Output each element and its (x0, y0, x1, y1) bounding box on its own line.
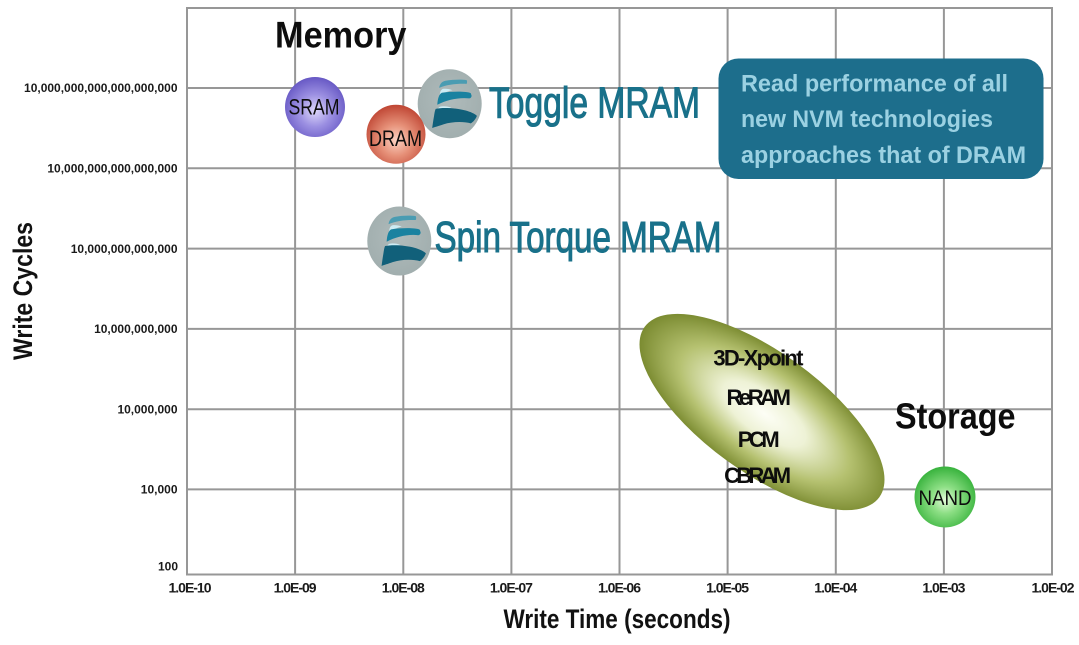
svg-text:1.0E-08: 1.0E-08 (382, 580, 425, 596)
svg-text:1.0E-05: 1.0E-05 (706, 580, 749, 596)
svg-text:DRAM: DRAM (369, 126, 422, 151)
svg-text:SRAM: SRAM (289, 95, 340, 120)
svg-text:new NVM technologies: new NVM technologies (741, 106, 993, 133)
svg-text:1.0E-03: 1.0E-03 (922, 580, 965, 596)
svg-text:10,000,000,000: 10,000,000,000 (94, 322, 178, 336)
svg-text:Storage: Storage (895, 396, 1016, 437)
svg-text:10,000,000: 10,000,000 (117, 402, 177, 416)
svg-text:1.0E-09: 1.0E-09 (274, 580, 317, 596)
svg-text:Write Time (seconds): Write Time (seconds) (504, 604, 731, 634)
svg-text:Memory: Memory (275, 15, 407, 56)
svg-text:3D-Xpoint: 3D-Xpoint (713, 346, 804, 371)
svg-text:100: 100 (158, 559, 178, 573)
svg-text:1.0E-07: 1.0E-07 (490, 580, 533, 596)
svg-text:ReRAM: ReRAM (726, 385, 791, 410)
svg-text:NAND: NAND (919, 486, 972, 510)
svg-text:Write Cycles: Write Cycles (8, 222, 38, 360)
svg-text:1.0E-02: 1.0E-02 (1032, 580, 1075, 596)
svg-text:10,000,000,000,000: 10,000,000,000,000 (71, 242, 178, 256)
svg-text:Spin Torque MRAM: Spin Torque MRAM (435, 213, 722, 262)
svg-text:10,000,000,000,000,000,000: 10,000,000,000,000,000,000 (24, 81, 178, 95)
svg-text:10,000: 10,000 (141, 483, 178, 497)
svg-text:approaches that of DRAM: approaches that of DRAM (741, 142, 1026, 169)
svg-text:CBRAM: CBRAM (724, 463, 791, 488)
svg-text:Read performance of all: Read performance of all (741, 71, 1008, 98)
svg-text:1.0E-04: 1.0E-04 (814, 580, 857, 596)
svg-text:Toggle MRAM: Toggle MRAM (489, 79, 700, 128)
svg-text:1.0E-10: 1.0E-10 (169, 580, 212, 596)
svg-text:1.0E-06: 1.0E-06 (598, 580, 641, 596)
svg-text:10,000,000,000,000,000: 10,000,000,000,000,000 (47, 162, 177, 176)
svg-text:PCM: PCM (738, 427, 780, 452)
